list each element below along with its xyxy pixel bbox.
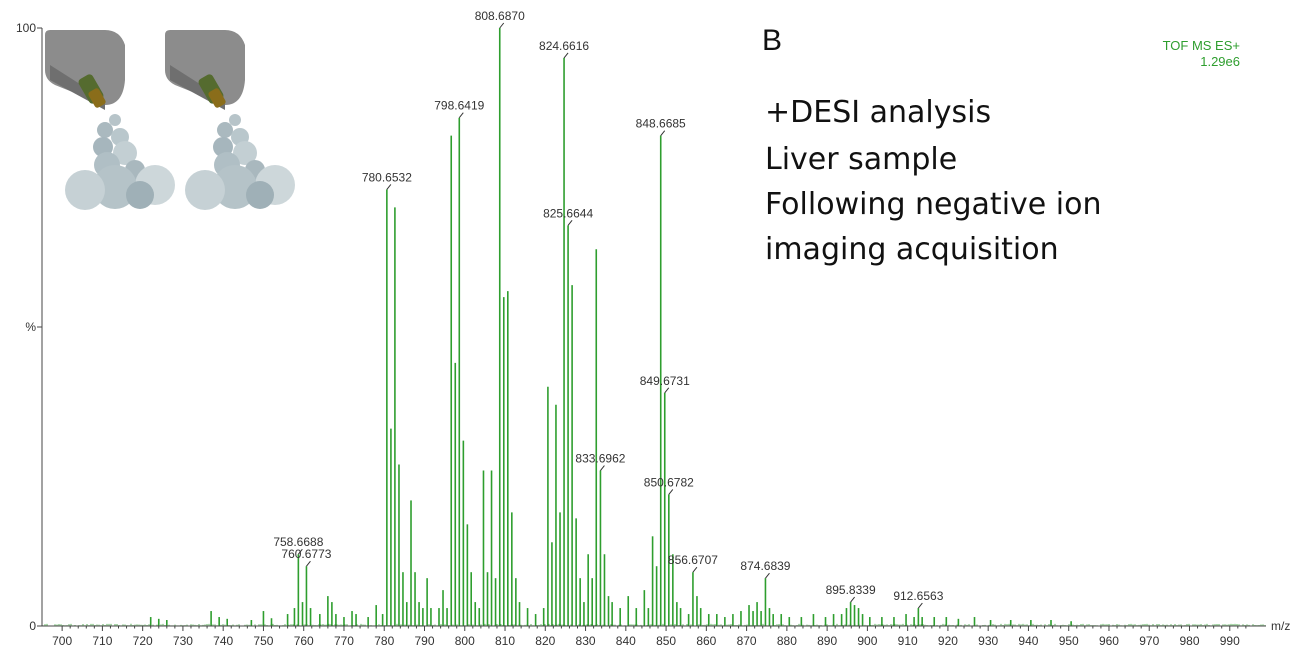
x-tick-label: 710 [92, 634, 112, 648]
x-tick-label: 900 [857, 634, 877, 648]
x-tick-label: 800 [455, 634, 475, 648]
peak-label: 798.6419 [434, 99, 484, 113]
peak-label-leader [499, 22, 505, 29]
x-tick-label: 720 [133, 634, 153, 648]
x-tick-label: 950 [1059, 634, 1079, 648]
peak-label: 895.8339 [826, 583, 876, 597]
x-tick-label: 760 [294, 634, 314, 648]
peak-label: 808.6870 [475, 9, 525, 23]
x-tick-label: 780 [374, 634, 394, 648]
x-axis-label: m/z [1271, 619, 1290, 633]
instrument-intensity: 1.29e6 [1200, 54, 1240, 69]
desi-sprayer-icon [165, 30, 295, 210]
x-tick-label: 740 [213, 634, 233, 648]
spectrum-peaks [149, 28, 1072, 626]
x-tick-label: 940 [1018, 634, 1038, 648]
x-tick-label: 700 [52, 634, 72, 648]
peak-label: 850.6782 [644, 475, 694, 489]
x-axis-ticks: 700 710 720 730 740 750 760 770 780 790 800 810 820 8… [52, 626, 1247, 648]
x-tick-label: 830 [576, 634, 596, 648]
peak-label-leader [306, 560, 311, 567]
x-tick-label: 750 [253, 634, 273, 648]
peak-label-leader [297, 548, 303, 555]
peak-label: 856.6707 [668, 553, 718, 567]
peak-label-leader [458, 112, 464, 119]
peak-label-leader [917, 602, 923, 609]
x-tick-label: 810 [495, 634, 515, 648]
peak-label-leader [600, 465, 605, 471]
x-tick-label: 820 [535, 634, 555, 648]
x-tick-label: 960 [1099, 634, 1119, 648]
peak-label-leader [850, 596, 856, 603]
peak-label-leader [692, 566, 698, 573]
description-line: Following negative ion [765, 187, 1101, 222]
peak-label-leader [765, 572, 770, 579]
peak-label-leader [386, 184, 392, 190]
peak-label: 825.6644 [543, 206, 593, 220]
x-tick-label: 850 [656, 634, 676, 648]
peak-label: 758.6688 [273, 535, 323, 549]
description-line: +DESI analysis [765, 95, 991, 130]
x-tick-label: 970 [1139, 634, 1159, 648]
x-tick-label: 880 [777, 634, 797, 648]
peak-label-leader [660, 130, 666, 136]
y-axis-ticks: 0% 100 [16, 21, 42, 633]
peak-label: 760.6773 [281, 547, 331, 561]
peak-label-leader [563, 52, 569, 59]
peak-label: 848.6685 [636, 117, 686, 131]
x-tick-label: 890 [817, 634, 837, 648]
peak-label: 912.6563 [893, 589, 943, 603]
panel-letter: B [762, 24, 782, 57]
peak-label: 849.6731 [640, 374, 690, 388]
x-tick-label: 990 [1220, 634, 1240, 648]
peak-label: 780.6532 [362, 170, 412, 184]
peak-label-leader [567, 220, 573, 226]
x-tick-label: 930 [978, 634, 998, 648]
x-tick-label: 840 [616, 634, 636, 648]
peak-label: 824.6616 [539, 39, 589, 53]
x-tick-label: 770 [334, 634, 354, 648]
peak-label: 874.6839 [740, 559, 790, 573]
x-tick-label: 920 [938, 634, 958, 648]
desi-sprayer-icon [45, 30, 175, 210]
x-tick-label: 860 [696, 634, 716, 648]
description-line: Liver sample [765, 142, 957, 177]
x-tick-label: 980 [1179, 634, 1199, 648]
peak-label-leader [664, 387, 670, 394]
description-line: imaging acquisition [765, 232, 1059, 267]
y-tick-label: % [25, 320, 36, 334]
x-tick-label: 790 [414, 634, 434, 648]
instrument-mode: TOF MS ES+ [1163, 38, 1240, 53]
peak-label-leader [668, 489, 674, 495]
x-tick-label: 730 [173, 634, 193, 648]
peak-label: 833.6962 [575, 452, 625, 466]
x-tick-label: 910 [898, 634, 918, 648]
x-tick-label: 870 [737, 634, 757, 648]
y-tick-label: 100 [16, 21, 36, 35]
y-tick-label: 0 [29, 619, 36, 633]
